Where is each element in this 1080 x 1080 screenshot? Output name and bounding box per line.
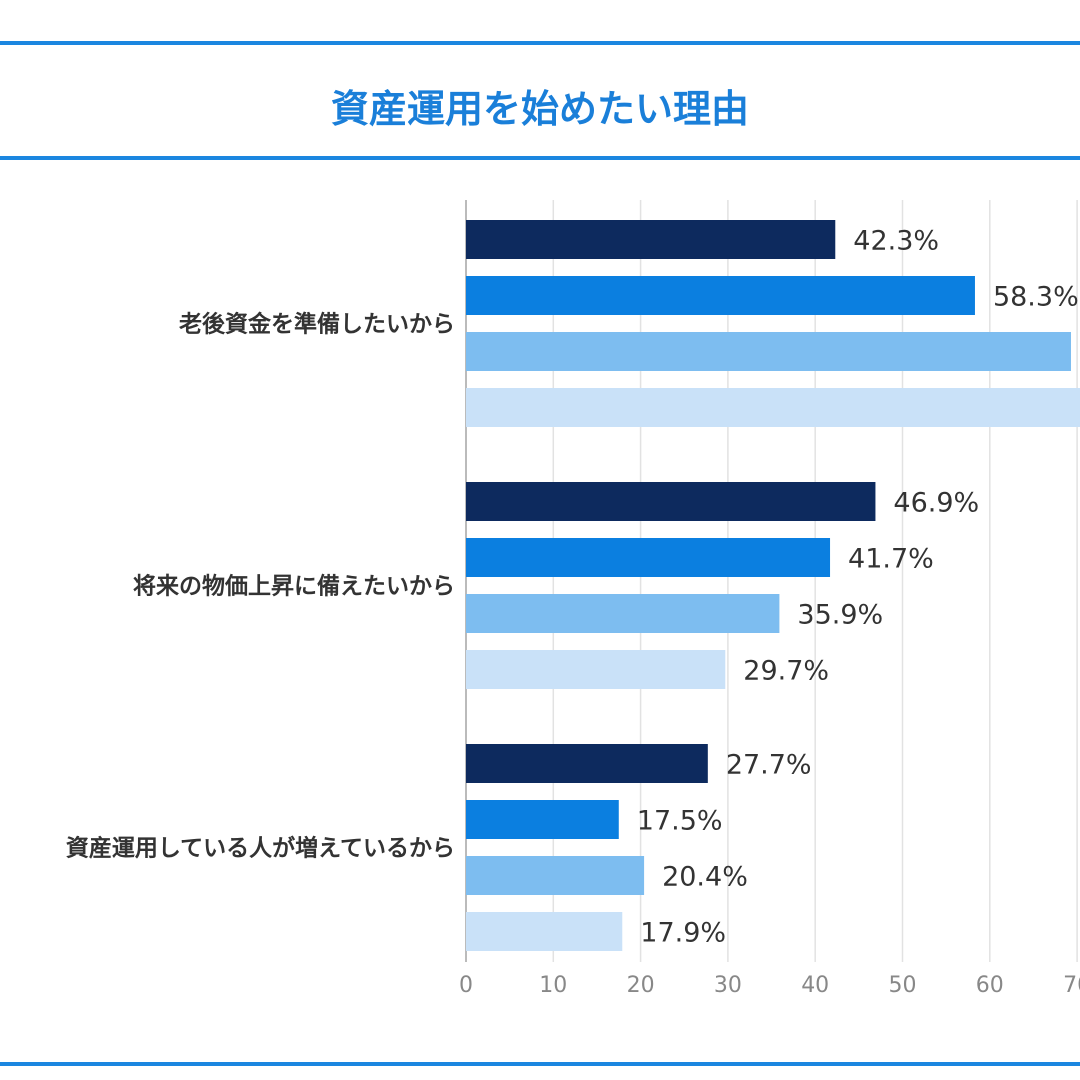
x-tick-label: 50 (889, 973, 917, 998)
data-label: 35.9% (797, 600, 883, 631)
category-label: 将来の物価上昇に備えたいから (133, 573, 455, 600)
bar (466, 220, 836, 259)
data-label: 42.3% (853, 226, 939, 257)
bar (466, 482, 876, 521)
chart-title: 資産運用を始めたい理由 (330, 87, 749, 131)
bar (466, 594, 780, 633)
x-tick-label: 70 (1063, 973, 1080, 998)
x-tick-label: 0 (459, 973, 473, 998)
data-label: 17.9% (640, 918, 726, 949)
bar (466, 856, 645, 895)
bar (466, 332, 1071, 371)
bar (466, 912, 623, 951)
category-label: 老後資金を準備したいから (178, 311, 455, 338)
data-label: 20.4% (662, 862, 748, 893)
x-tick-label: 20 (627, 973, 655, 998)
title-rule (0, 156, 1080, 160)
bar (466, 538, 831, 577)
category-label: 資産運用している人が増えているから (66, 835, 455, 862)
top-rule (0, 41, 1080, 45)
data-label: 58.3% (993, 282, 1079, 313)
data-label: 27.7% (726, 750, 812, 781)
bar (466, 276, 975, 315)
data-label: 17.5% (637, 806, 723, 837)
data-label: 46.9% (893, 488, 979, 519)
bar (466, 388, 1080, 427)
bar (466, 800, 619, 839)
data-label: 41.7% (848, 544, 934, 575)
bar (466, 650, 726, 689)
bar (466, 744, 708, 783)
data-label: 29.7% (743, 656, 829, 687)
x-tick-label: 40 (801, 973, 829, 998)
x-tick-label: 10 (539, 973, 567, 998)
bottom-rule (0, 1062, 1080, 1066)
x-tick-label: 60 (976, 973, 1004, 998)
x-tick-label: 30 (714, 973, 742, 998)
